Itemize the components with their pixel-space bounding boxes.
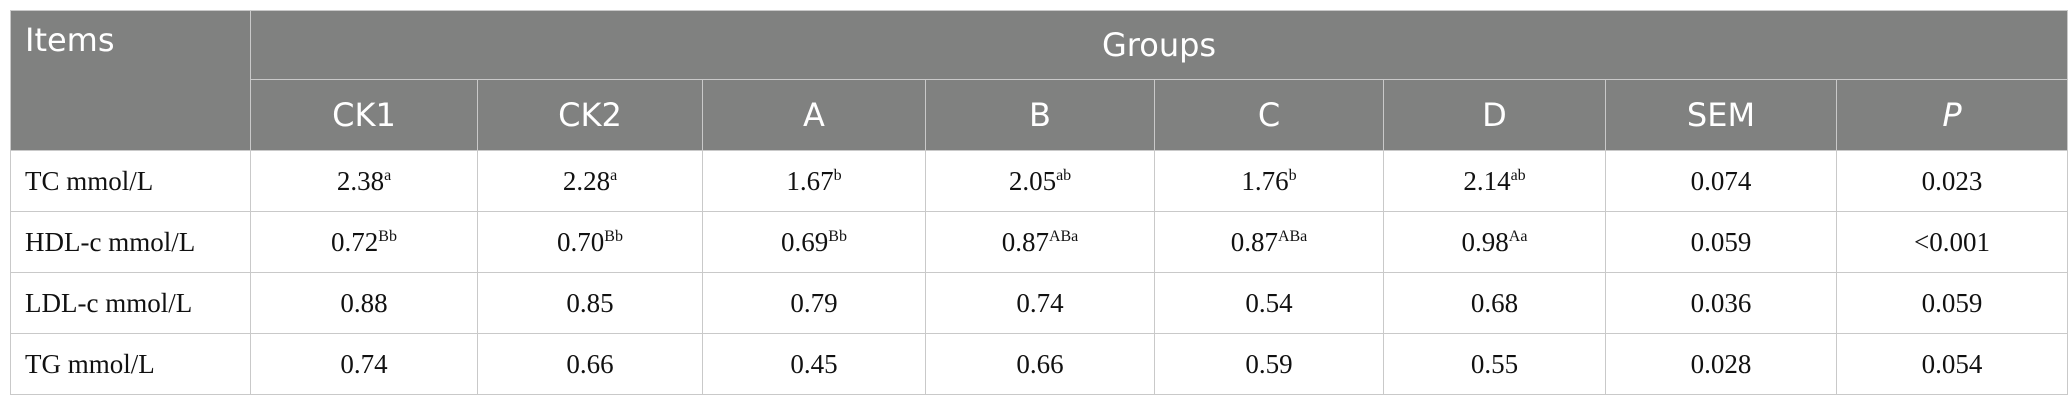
cell-value: 0.45: [790, 348, 838, 379]
table-row: HDL-c mmol/L 0.72Bb 0.70Bb 0.69Bb 0.87ABa 0.8…: [10, 211, 2068, 273]
significance-letter: ab: [1056, 166, 1072, 184]
cell: 0.87ABa: [925, 211, 1155, 273]
cell-value: 0.72: [331, 226, 379, 257]
cell-value: 0.69: [781, 226, 829, 257]
cell-value: 0.88: [340, 287, 388, 318]
cell-value: 0.98: [1461, 226, 1509, 257]
cell: 0.98Aa: [1383, 211, 1606, 273]
significance-letter: Bb: [378, 227, 397, 245]
column-header: B: [925, 79, 1155, 151]
cell-value: 0.70: [557, 226, 605, 257]
cell: 0.66: [925, 333, 1155, 395]
cell: 0.74: [250, 333, 478, 395]
cell: 0.69Bb: [702, 211, 926, 273]
column-header: D: [1383, 79, 1606, 151]
cell-value: 0.059: [1690, 226, 1752, 257]
significance-letter: ABa: [1048, 227, 1079, 245]
cell: 0.023: [1835, 150, 2068, 212]
data-table: Items Groups CK1 CK2 A B C D SEM P TC mmol/L 2.3…: [10, 10, 2068, 395]
cell-value: 2.28: [562, 165, 611, 196]
cell: 0.72Bb: [250, 211, 478, 273]
cell-value: 0.79: [790, 287, 838, 318]
cell: 0.054: [1835, 333, 2068, 395]
column-header: CK2: [477, 79, 703, 151]
cell-value: 0.059: [1921, 287, 1983, 318]
column-header: SEM: [1605, 79, 1837, 151]
column-header: P: [1835, 79, 2068, 151]
cell-value: 0.074: [1690, 165, 1752, 196]
row-label: LDL-c mmol/L: [10, 272, 251, 334]
cell: 0.059: [1605, 211, 1837, 273]
cell-value: <0.001: [1914, 226, 1991, 257]
significance-letter: ab: [1510, 166, 1526, 184]
cell: 0.59: [1154, 333, 1384, 395]
cell-value: 0.036: [1690, 287, 1752, 318]
cell-value: 1.76: [1241, 165, 1289, 196]
table-row: TC mmol/L 2.38a 2.28a 1.67b 2.05ab 1.76b 2.14a…: [10, 150, 2068, 212]
column-header: CK1: [250, 79, 478, 151]
significance-letter: b: [833, 166, 842, 184]
row-label: TG mmol/L: [10, 333, 251, 395]
cell: 2.14ab: [1383, 150, 1606, 212]
significance-letter: Bb: [828, 227, 847, 245]
cell: 0.79: [702, 272, 926, 334]
significance-letter: ABa: [1277, 227, 1308, 245]
cell-value: 1.67: [786, 165, 834, 196]
cell: 2.38a: [250, 150, 478, 212]
cell-value: 0.87: [1001, 226, 1049, 257]
cell: <0.001: [1835, 211, 2068, 273]
significance-letter: a: [384, 166, 392, 184]
groups-header: Groups: [249, 10, 2068, 80]
cell: 1.67b: [702, 150, 926, 212]
cell-value: 0.028: [1690, 348, 1752, 379]
cell: 0.85: [477, 272, 703, 334]
cell: 0.70Bb: [477, 211, 703, 273]
cell-value: 0.55: [1470, 348, 1519, 379]
cell: 0.87ABa: [1154, 211, 1384, 273]
cell-value: 0.054: [1921, 348, 1983, 379]
row-label: HDL-c mmol/L: [10, 211, 251, 273]
cell: 1.76b: [1154, 150, 1384, 212]
cell: 0.88: [250, 272, 478, 334]
cell-value: 2.38: [336, 165, 385, 196]
table-body: TC mmol/L 2.38a 2.28a 1.67b 2.05ab 1.76b 2.14a…: [10, 150, 2068, 395]
cell: 0.45: [702, 333, 926, 395]
header-row: CK1 CK2 A B C D SEM P: [11, 79, 2068, 151]
row-label: TC mmol/L: [10, 150, 251, 212]
cell: 0.74: [925, 272, 1155, 334]
cell: 2.28a: [477, 150, 703, 212]
cell-value: 0.59: [1245, 348, 1293, 379]
cell-value: 0.74: [1016, 287, 1064, 318]
cell: 2.05ab: [925, 150, 1155, 212]
column-header: C: [1154, 79, 1384, 151]
cell: 0.68: [1383, 272, 1606, 334]
cell-value: 0.66: [1016, 348, 1064, 379]
header-row: Items Groups: [10, 10, 2068, 151]
cell-value: 2.05: [1008, 165, 1057, 196]
cell: 0.55: [1383, 333, 1606, 395]
cell: 0.66: [477, 333, 703, 395]
significance-letter: Bb: [604, 227, 623, 245]
items-header: Items: [10, 10, 251, 151]
cell-value: 0.74: [340, 348, 388, 379]
table-row: TG mmol/L 0.74 0.66 0.45 0.66 0.59 0.55 0.028 0.…: [10, 333, 2068, 395]
column-header: A: [702, 79, 926, 151]
cell-value: 0.68: [1470, 287, 1519, 318]
cell: 0.059: [1835, 272, 2068, 334]
cell-value: 2.14: [1463, 165, 1511, 196]
cell: 0.074: [1605, 150, 1837, 212]
significance-letter: a: [610, 166, 618, 184]
cell: 0.036: [1605, 272, 1837, 334]
cell-value: 0.85: [566, 287, 614, 318]
cell-value: 0.66: [566, 348, 614, 379]
cell: 0.028: [1605, 333, 1837, 395]
cell: 0.54: [1154, 272, 1384, 334]
significance-letter: b: [1288, 166, 1297, 184]
significance-letter: Aa: [1508, 227, 1528, 245]
cell-value: 0.87: [1230, 226, 1278, 257]
table-row: LDL-c mmol/L 0.88 0.85 0.79 0.74 0.54 0.68 0.03…: [10, 272, 2068, 334]
cell-value: 0.54: [1245, 287, 1293, 318]
cell-value: 0.023: [1921, 165, 1983, 196]
